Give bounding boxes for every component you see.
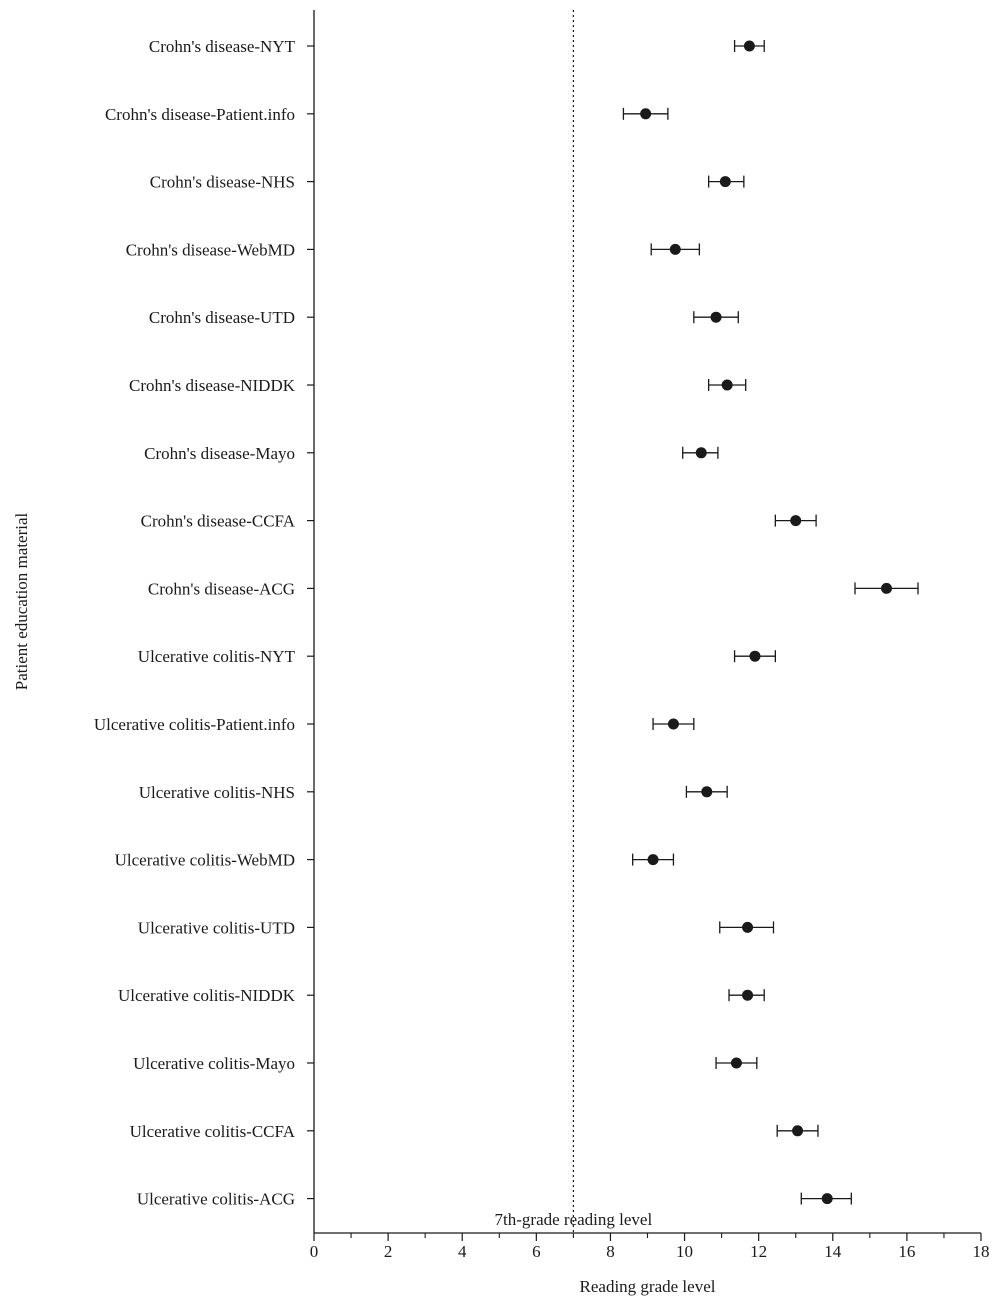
category-label: Crohn's disease-NHS — [150, 173, 295, 192]
x-axis-ticks: 0 2 4 6 8 10 12 14 16 18 — [310, 1233, 990, 1261]
category-label: Ulcerative colitis-Mayo — [133, 1054, 295, 1073]
data-point — [701, 786, 713, 798]
category-label: Crohn's disease-Patient.info — [105, 105, 295, 124]
x-tick-label: 6 — [532, 1242, 541, 1261]
data-row — [650, 243, 701, 256]
category-label: Ulcerative colitis-NHS — [139, 783, 295, 802]
category-label: Crohn's disease-NYT — [149, 37, 296, 56]
data-point — [792, 1125, 804, 1137]
category-label: Ulcerative colitis-NYT — [138, 647, 296, 666]
x-axis-title: Reading grade level — [580, 1277, 716, 1296]
data-point — [667, 718, 679, 730]
data-marks — [622, 40, 919, 1205]
data-point — [742, 989, 754, 1001]
data-point — [821, 1193, 833, 1205]
data-row — [733, 650, 776, 663]
data-row — [719, 921, 775, 934]
category-label: Crohn's disease-Mayo — [144, 444, 295, 463]
y-axis-ticks: Crohn's disease-NYT Crohn's disease-Patie… — [94, 37, 314, 1209]
x-tick-label: 16 — [898, 1242, 915, 1261]
category-label: Ulcerative colitis-Patient.info — [94, 715, 295, 734]
x-tick-label: 10 — [676, 1242, 693, 1261]
data-point — [742, 921, 754, 933]
category-label: Ulcerative colitis-ACG — [137, 1190, 295, 1209]
category-label: Crohn's disease-UTD — [149, 308, 295, 327]
x-tick-label: 14 — [824, 1242, 842, 1261]
data-point — [695, 447, 707, 459]
x-tick-label: 0 — [310, 1242, 319, 1261]
data-row — [685, 785, 728, 798]
x-tick-label: 8 — [606, 1242, 615, 1261]
data-row — [800, 1192, 852, 1205]
data-point — [719, 176, 731, 188]
data-point — [640, 108, 652, 120]
data-point — [710, 311, 722, 323]
data-point — [721, 379, 733, 391]
category-label: Crohn's disease-WebMD — [126, 240, 295, 259]
data-row — [715, 1057, 758, 1069]
x-tick-label: 12 — [750, 1242, 767, 1261]
data-row — [854, 582, 919, 595]
data-point — [790, 515, 802, 527]
data-row — [622, 107, 669, 120]
data-row — [693, 311, 739, 324]
data-point — [743, 40, 755, 52]
data-row — [707, 379, 747, 391]
category-label: Crohn's disease-NIDDK — [129, 376, 296, 395]
x-tick-label: 4 — [458, 1242, 467, 1261]
category-label: Crohn's disease-ACG — [148, 579, 295, 598]
data-row — [682, 446, 719, 459]
category-label: Crohn's disease-CCFA — [141, 512, 296, 531]
data-row — [728, 989, 765, 1002]
x-tick-label: 2 — [384, 1242, 393, 1261]
data-point — [669, 243, 681, 255]
data-row — [774, 514, 817, 527]
data-point — [881, 582, 893, 594]
data-row — [632, 853, 675, 866]
data-point — [749, 650, 761, 662]
category-label: Ulcerative colitis-NIDDK — [118, 986, 296, 1005]
category-label: Ulcerative colitis-CCFA — [130, 1122, 296, 1141]
data-point — [730, 1057, 742, 1069]
data-row — [652, 718, 695, 730]
x-tick-label: 18 — [973, 1242, 990, 1261]
data-point — [647, 854, 659, 866]
plot-area: 7th-grade reading level 0 2 4 6 8 10 12 14 16 18 … — [12, 10, 990, 1296]
category-label: Ulcerative colitis-UTD — [138, 918, 295, 937]
data-row — [707, 175, 745, 188]
data-row — [776, 1124, 819, 1137]
category-label: Ulcerative colitis-WebMD — [115, 851, 295, 870]
data-row — [733, 40, 765, 52]
y-axis-title: Patient education material — [12, 512, 31, 690]
reference-line-label: 7th-grade reading level — [495, 1210, 653, 1229]
